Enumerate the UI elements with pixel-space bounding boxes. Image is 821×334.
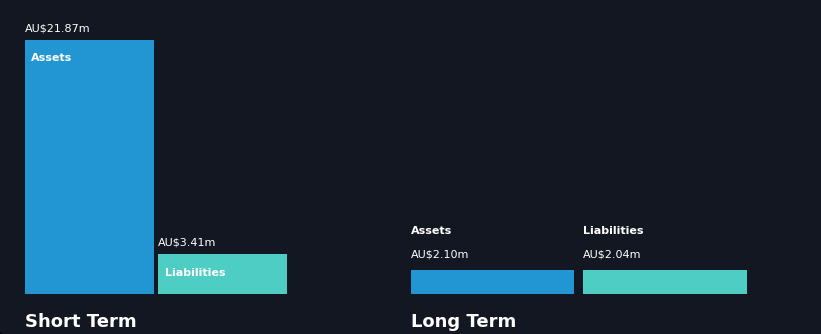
FancyArrow shape xyxy=(0,333,2,334)
Text: AU$3.41m: AU$3.41m xyxy=(158,238,217,247)
Text: Assets: Assets xyxy=(410,226,452,236)
Bar xyxy=(25,40,154,294)
Bar xyxy=(410,270,575,294)
Text: Assets: Assets xyxy=(31,53,72,63)
Text: AU$21.87m: AU$21.87m xyxy=(25,23,90,33)
Bar xyxy=(583,270,747,294)
Text: Liabilities: Liabilities xyxy=(165,268,225,278)
Text: AU$2.04m: AU$2.04m xyxy=(583,249,641,260)
Bar xyxy=(158,254,287,294)
Text: Long Term: Long Term xyxy=(410,313,516,331)
Text: AU$2.10m: AU$2.10m xyxy=(410,249,469,260)
Text: Liabilities: Liabilities xyxy=(583,226,643,236)
Text: Short Term: Short Term xyxy=(25,313,136,331)
